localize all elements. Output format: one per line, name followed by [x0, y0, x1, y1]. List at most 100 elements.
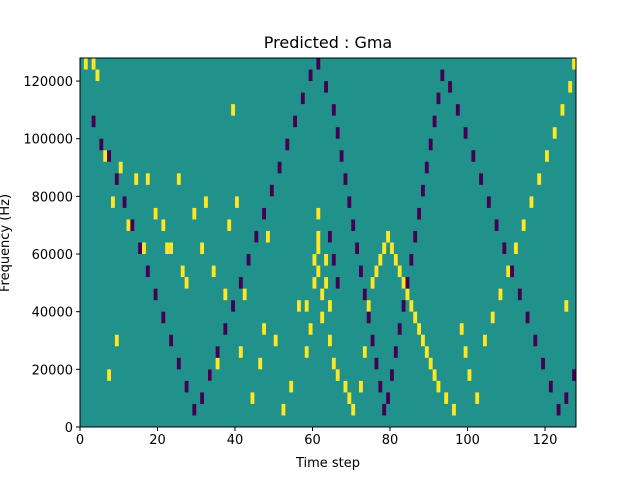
- heatmap-cell-high: [227, 219, 232, 231]
- heatmap-cell-low: [293, 115, 298, 128]
- heatmap-cell-low: [138, 242, 143, 255]
- heatmap-cell-high: [142, 242, 146, 255]
- heatmap-cell-high: [463, 346, 468, 358]
- heatmap-cell-high: [316, 230, 321, 243]
- heatmap-cell-low: [277, 161, 282, 174]
- heatmap-cell-low: [432, 115, 437, 128]
- heatmap-cell-low: [393, 346, 398, 358]
- heatmap-cell-low: [486, 196, 491, 208]
- heatmap-cell-low: [161, 311, 166, 324]
- heatmap-cell-high: [347, 392, 352, 404]
- heatmap-cell-high: [200, 242, 205, 255]
- heatmap-cell-high: [331, 357, 336, 370]
- heatmap-cell-high: [552, 127, 557, 139]
- heatmap-cell-high: [308, 323, 313, 335]
- plot-frame: [79, 57, 577, 428]
- heatmap-cell-high: [452, 403, 456, 416]
- heatmap-cell-low: [455, 104, 460, 116]
- heatmap-cell-low: [424, 161, 429, 174]
- heatmap-cell-low: [207, 369, 212, 381]
- heatmap-cell-high: [490, 311, 495, 324]
- heatmap-cell-high: [572, 58, 577, 70]
- heatmap-cell-low: [421, 184, 425, 197]
- heatmap-cell-low: [300, 92, 305, 105]
- plot-area: [79, 57, 577, 428]
- heatmap-cell-high: [211, 265, 216, 278]
- heatmap-cell-low: [223, 323, 228, 335]
- heatmap-cell-high: [390, 242, 394, 255]
- heatmap-cell-high: [297, 300, 301, 312]
- heatmap-cell-low: [328, 230, 332, 243]
- heatmap-cell-low: [122, 196, 127, 208]
- heatmap-cell-low: [308, 69, 313, 82]
- heatmap-cell-high: [568, 81, 573, 93]
- heatmap-cell-high: [328, 334, 332, 347]
- heatmap-cell-low: [405, 277, 410, 289]
- heatmap-cell-low: [548, 380, 553, 393]
- heatmap-cell-high: [324, 254, 329, 266]
- heatmap-cell-high: [432, 369, 437, 381]
- heatmap-cell-high: [417, 323, 422, 335]
- heatmap-cell-high: [273, 334, 278, 347]
- heatmap-cell-high: [320, 288, 325, 301]
- heatmap-cell-low: [397, 323, 402, 335]
- heatmap-cell-high: [134, 173, 139, 185]
- heatmap-cell-high: [405, 288, 410, 301]
- heatmap-cell-high: [316, 207, 321, 220]
- heatmap-cell-low: [541, 357, 546, 370]
- heatmap-cell-high: [521, 219, 526, 231]
- heatmap-cell-low: [572, 369, 577, 381]
- heatmap-cell-low: [254, 230, 259, 243]
- heatmap-cell-low: [564, 392, 569, 404]
- heatmap-cell-low: [517, 288, 522, 301]
- heatmap-cell-low: [440, 69, 445, 82]
- heatmap-cell-high: [312, 277, 317, 289]
- heatmap-cell-high: [266, 230, 270, 243]
- heatmap-cell-low: [556, 403, 561, 416]
- heatmap-cell-high: [459, 323, 464, 335]
- heatmap-cell-low: [192, 403, 197, 416]
- heatmap-cell-low: [269, 184, 274, 197]
- heatmap-cell-low: [316, 58, 321, 70]
- heatmap-cell-low: [107, 150, 112, 162]
- heatmap-cell-low: [145, 265, 150, 278]
- heatmap-cell-high: [370, 277, 375, 289]
- heatmap-cell-low: [494, 219, 499, 231]
- heatmap-cell-high: [114, 334, 119, 347]
- y-tick-label: 0: [65, 421, 73, 436]
- heatmap-cell-low: [262, 207, 267, 220]
- heatmap-cell-high: [316, 265, 321, 278]
- heatmap-cell-low: [374, 357, 379, 370]
- heatmap-cell-low: [246, 254, 251, 266]
- heatmap-cell-high: [564, 300, 569, 312]
- heatmap-cell-high: [545, 150, 549, 162]
- heatmap-cell-high: [312, 254, 317, 266]
- heatmap-cell-low: [362, 288, 367, 301]
- x-tick-label: 0: [76, 433, 84, 448]
- y-tick-label: 60000: [32, 248, 73, 263]
- heatmap-cell-low: [324, 81, 329, 93]
- heatmap-cell-low: [335, 127, 340, 139]
- heatmap-cell-high: [262, 323, 267, 335]
- heatmap-cell-low: [510, 265, 515, 278]
- heatmap-cell-low: [413, 230, 418, 243]
- chart-title: Predicted : Gma: [264, 33, 392, 52]
- heatmap-cell-high: [397, 265, 402, 278]
- heatmap-cell-high: [409, 300, 414, 312]
- heatmap-cell-high: [328, 300, 332, 312]
- heatmap-cell-high: [514, 242, 518, 255]
- heatmap-cell-high: [223, 288, 228, 301]
- heatmap-cell-low: [428, 138, 433, 151]
- heatmap-cell-low: [114, 173, 119, 185]
- heatmap-cell-high: [118, 161, 123, 174]
- x-tick-label: 20: [149, 433, 166, 448]
- heatmap-cell-low: [479, 173, 484, 185]
- heatmap-cell-high: [231, 104, 236, 116]
- heatmap-cell-low: [130, 219, 135, 231]
- heatmap-cell-high: [83, 58, 88, 70]
- y-tick-label: 80000: [32, 190, 73, 205]
- heatmap-cell-low: [285, 138, 290, 151]
- heatmap-cell-low: [91, 115, 96, 128]
- heatmap-cell-high: [428, 357, 433, 370]
